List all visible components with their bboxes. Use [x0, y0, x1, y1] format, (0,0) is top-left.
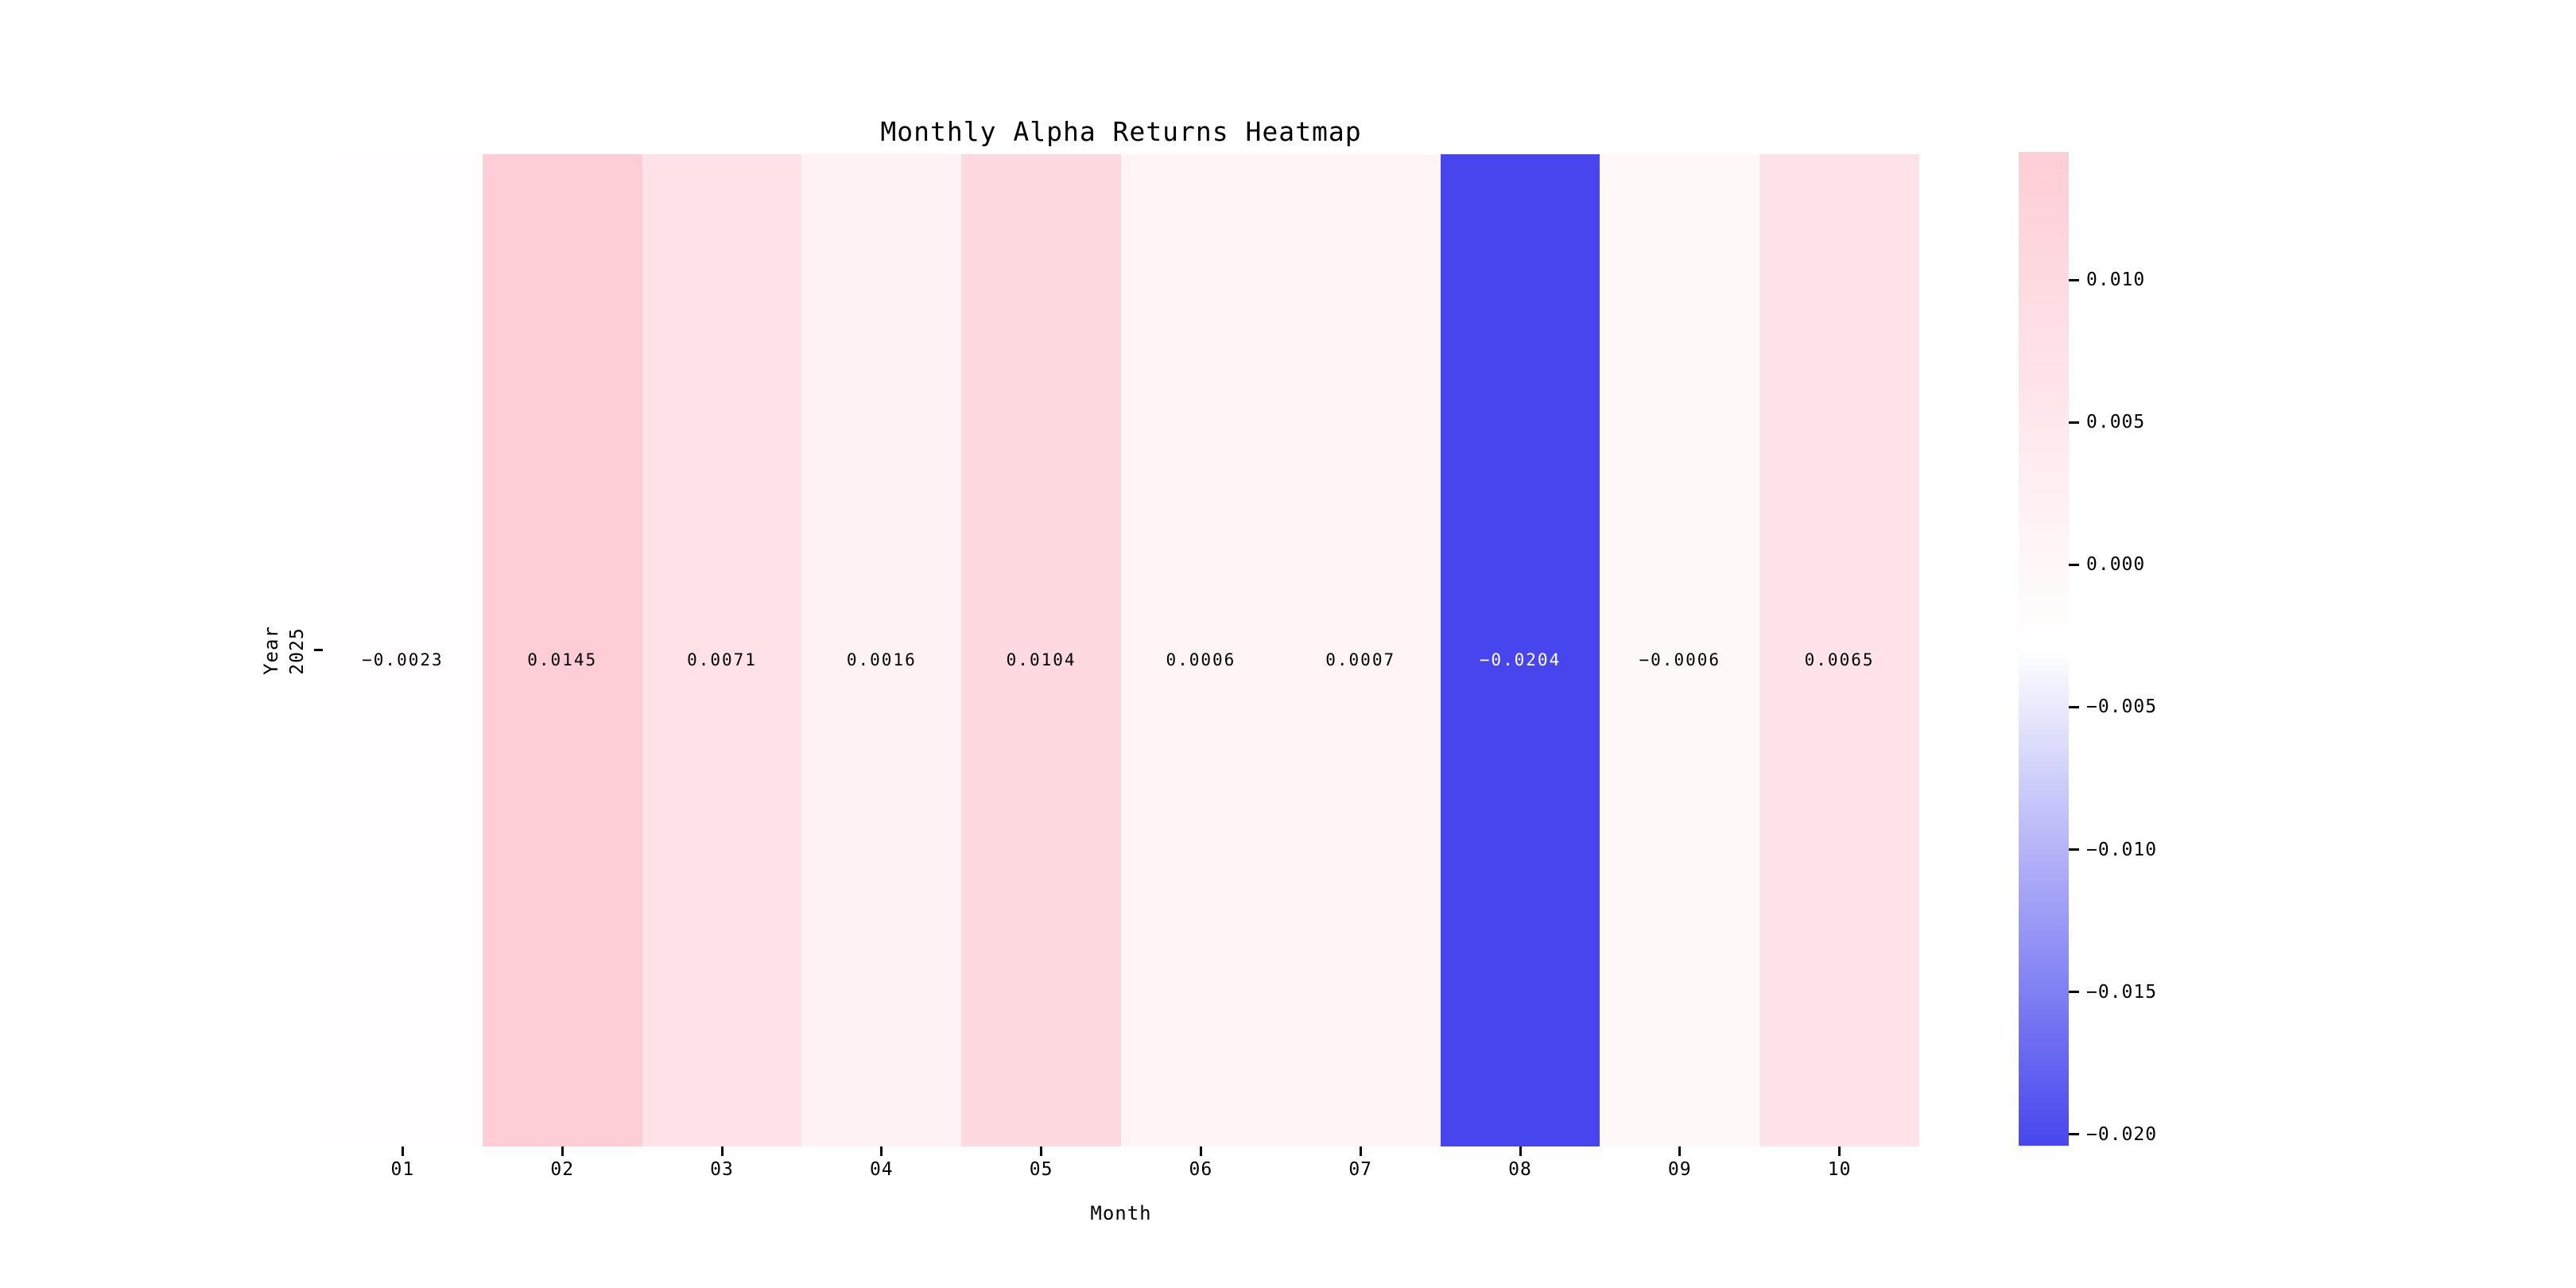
heatmap-cell: −0.0204 [1440, 154, 1600, 1146]
heatmap-cell: 0.0007 [1280, 154, 1441, 1146]
cell-value-label: 0.0007 [1325, 650, 1396, 670]
colorbar-tick [2069, 991, 2079, 994]
cell-value-label: −0.0204 [1479, 650, 1562, 670]
cell-value-label: 0.0006 [1166, 650, 1236, 670]
x-tick-label: 07 [1348, 1159, 1373, 1180]
x-tick-label: 02 [550, 1159, 575, 1180]
x-axis-label: Month [1090, 1202, 1152, 1224]
x-axis-tick [1040, 1146, 1043, 1156]
heatmap-cell: 0.0145 [482, 154, 642, 1146]
cell-value-label: 0.0104 [1006, 650, 1077, 670]
x-tick-label: 09 [1667, 1159, 1692, 1180]
colorbar-tick-label: 0.005 [2086, 412, 2146, 433]
colorbar-tick-label: −0.005 [2086, 696, 2158, 718]
colorbar-tick-label: −0.010 [2086, 839, 2158, 860]
x-tick-label: 10 [1827, 1159, 1852, 1180]
y-axis-label: Year [260, 626, 282, 675]
x-axis-tick [880, 1146, 883, 1156]
x-axis-tick [720, 1146, 724, 1156]
heatmap-cell: 0.0016 [801, 154, 962, 1146]
colorbar-gradient [2019, 152, 2069, 1146]
x-tick-label: 08 [1508, 1159, 1532, 1180]
heatmap-cell: 0.0065 [1759, 154, 1919, 1146]
colorbar-tick [2069, 278, 2079, 281]
colorbar-tick [2069, 705, 2079, 708]
heatmap-cell: 0.0104 [961, 154, 1121, 1146]
x-axis-tick [561, 1146, 564, 1156]
colorbar-tick [2069, 563, 2079, 566]
y-axis-tick [314, 649, 323, 651]
cell-value-label: 0.0065 [1804, 650, 1875, 670]
cell-value-label: 0.0071 [687, 650, 757, 670]
x-axis-tick [1199, 1146, 1202, 1156]
x-tick-label: 03 [710, 1159, 734, 1180]
x-axis-tick [401, 1146, 404, 1156]
x-tick-label: 04 [869, 1159, 894, 1180]
x-axis-tick [1359, 1146, 1362, 1156]
cell-value-label: −0.0023 [362, 650, 444, 670]
heatmap-cell: −0.0023 [323, 154, 483, 1146]
heatmap-cell: 0.0006 [1120, 154, 1281, 1146]
colorbar-tick [2069, 848, 2079, 851]
colorbar-tick-label: 0.010 [2086, 270, 2146, 291]
heatmap-cell: 0.0071 [642, 154, 802, 1146]
cell-value-label: 0.0016 [846, 650, 917, 670]
colorbar-tick [2069, 421, 2079, 424]
colorbar-tick-label: −0.020 [2086, 1123, 2158, 1145]
x-tick-label: 06 [1189, 1159, 1213, 1180]
chart-title: Monthly Alpha Returns Heatmap [880, 116, 1362, 147]
colorbar-tick-label: −0.015 [2086, 981, 2158, 1003]
x-axis-tick [1519, 1146, 1522, 1156]
cell-value-label: 0.0145 [527, 650, 598, 670]
cell-value-label: −0.0006 [1639, 650, 1721, 670]
heatmap-plot: −0.0023 0.0145 0.0071 0.0016 0.0104 0.0006 0.0… [323, 154, 1919, 1146]
x-tick-label: 05 [1029, 1159, 1053, 1180]
x-axis-tick [1678, 1146, 1682, 1156]
heatmap-cell: −0.0006 [1600, 154, 1760, 1146]
x-tick-labels: 01 02 03 04 05 06 07 08 09 10 [323, 1159, 1919, 1180]
colorbar-tick-label: 0.000 [2086, 554, 2146, 576]
y-tick-label: 2025 [287, 627, 308, 675]
x-tick-label: 01 [390, 1159, 415, 1180]
x-axis-tick [1838, 1146, 1841, 1156]
colorbar-tick [2069, 1133, 2079, 1136]
